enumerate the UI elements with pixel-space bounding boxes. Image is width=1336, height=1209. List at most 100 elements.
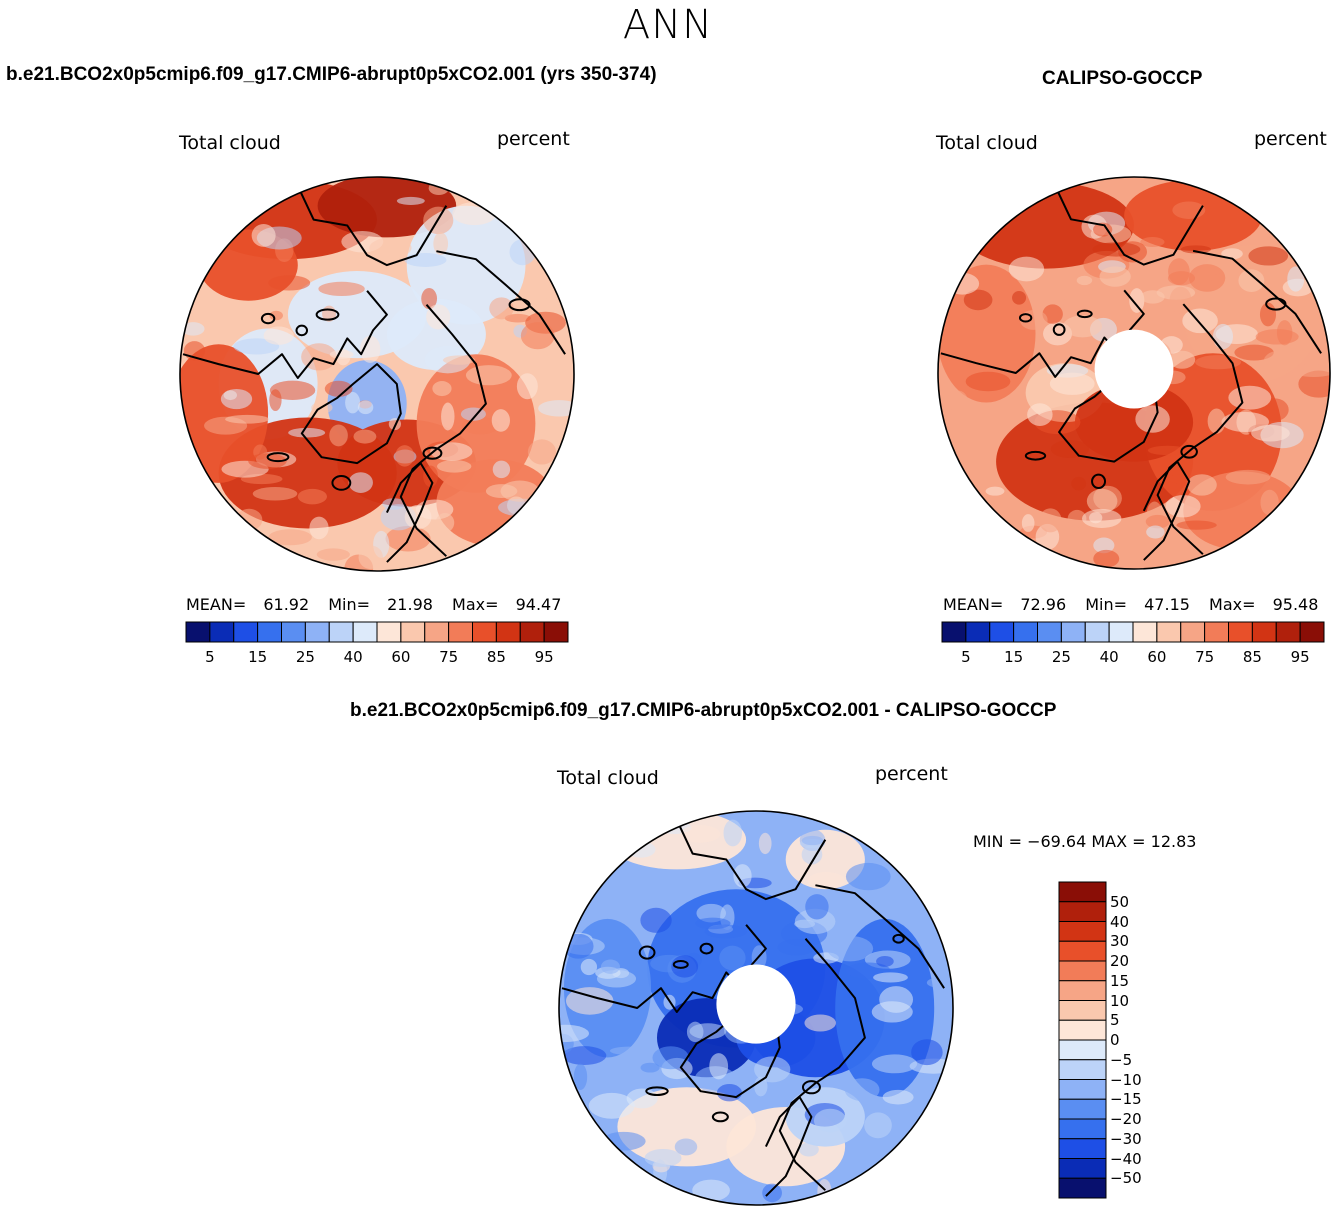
cloud-field-patch	[813, 1108, 847, 1133]
cloud-field-patch	[357, 400, 374, 415]
cloud-field-patch	[601, 1131, 646, 1151]
siberia-coastline	[1192, 249, 1322, 354]
cloud-field-patch	[252, 486, 298, 501]
scandinavia-coastline	[1142, 460, 1191, 561]
island-outline	[892, 933, 905, 944]
cloud-field-patch	[692, 1179, 730, 1202]
island-outline	[315, 308, 340, 321]
island-outline	[1265, 297, 1287, 311]
cloud-field-patch	[876, 955, 894, 967]
cloud-field-patch	[220, 388, 253, 410]
cloud-field-patch	[754, 1076, 768, 1097]
colorbar-tick-label: 15	[1004, 648, 1024, 666]
map-boundary	[558, 810, 954, 1206]
island-outline	[331, 475, 352, 491]
cloud-field-patch	[233, 338, 280, 355]
cloud-field-patch	[1140, 290, 1165, 304]
cloud-field-patch	[1050, 440, 1090, 458]
cloud-field-patch	[805, 894, 829, 920]
colorbar-box	[281, 621, 306, 643]
cloud-field-patch	[1225, 469, 1271, 485]
diff-colorbar	[1058, 881, 1107, 1199]
cloud-field-patch	[181, 322, 205, 336]
cloud-field-patch	[359, 335, 381, 363]
cloud-field-patch	[1165, 494, 1201, 518]
cloud-field-patch	[1092, 242, 1141, 257]
island-outline	[260, 312, 276, 325]
cloud-field-patch	[1186, 474, 1217, 496]
colorbar-level-label: 30	[1110, 932, 1130, 951]
model-max-value: 94.47	[515, 595, 562, 614]
cloud-field-patch	[600, 959, 620, 974]
cloud-field-patch	[465, 365, 512, 386]
cloud-field-patch	[225, 414, 270, 424]
cloud-field-patch	[1207, 408, 1226, 434]
cloud-field-patch	[1081, 508, 1122, 528]
alaska-coastline	[296, 185, 448, 267]
cloud-field-patch	[1260, 489, 1279, 516]
cloud-field-patch	[1221, 411, 1269, 432]
cloud-field-patch	[1042, 304, 1063, 324]
colorbar-tick-label: 25	[295, 648, 315, 666]
cloud-field-patch	[1049, 372, 1095, 395]
cloud-field-patch	[485, 484, 518, 499]
cloud-field-patch	[1261, 398, 1289, 422]
cloud-field-patch	[562, 1046, 607, 1065]
cloud-field-patch	[963, 289, 993, 311]
greenland-coastline	[300, 363, 402, 465]
cloud-field-patch	[348, 472, 373, 493]
colorbar-box	[1037, 621, 1062, 643]
cloud-field-patch	[433, 232, 449, 255]
cloud-field-patch	[491, 409, 511, 432]
cloud-field-patch	[680, 825, 721, 843]
cloud-field-patch	[329, 424, 348, 447]
cloud-field-patch	[580, 958, 598, 976]
alaska-coastline	[1054, 185, 1204, 266]
cloud-field-patch	[1182, 308, 1218, 334]
colorbar-box	[448, 621, 473, 643]
cloud-field-patch	[1180, 245, 1212, 254]
cloud-field-patch	[358, 545, 383, 570]
model-min-value: 21.98	[387, 595, 433, 614]
colorbar-box	[424, 621, 450, 643]
cloud-field-patch	[1076, 275, 1093, 286]
colorbar-box	[209, 621, 235, 643]
colorbar-box	[965, 621, 991, 643]
cloud-field-patch	[762, 1183, 782, 1203]
cloud-field-patch	[985, 486, 1005, 496]
cloud-field-patch	[871, 1054, 918, 1074]
island-outline	[672, 959, 689, 969]
cloud-field-patch	[844, 1078, 880, 1102]
north-america-coastline	[561, 924, 767, 1013]
cloud-field-patch	[395, 445, 415, 467]
north-america-coastline	[940, 289, 1145, 378]
cloud-field-patch	[911, 1039, 943, 1066]
model-variable-label: Total cloud	[179, 132, 281, 154]
colorbar-box	[1058, 901, 1107, 922]
cloud-field-patch	[1063, 315, 1103, 338]
model-units-label: percent	[497, 128, 570, 150]
cloud-field-patch	[1176, 520, 1217, 530]
cloud-field-patch	[1167, 474, 1190, 484]
cloud-field-patch	[1248, 246, 1289, 266]
cloud-field-patch	[1093, 222, 1113, 237]
colorbar-box	[1275, 621, 1301, 643]
obs-stats: MEAN= 72.96 Min= 47.15 Max= 95.48	[943, 595, 1318, 614]
figure-title: ANN	[622, 2, 714, 48]
cloud-field-patch	[441, 402, 455, 431]
obs-min-value: 47.15	[1144, 595, 1190, 614]
colorbar-box	[304, 621, 330, 643]
cloud-field-patch	[452, 202, 497, 226]
obs-variable-label: Total cloud	[936, 132, 1038, 154]
obs-polar-map	[937, 176, 1331, 570]
cloud-field-patch	[879, 986, 914, 1013]
model-min-label: Min=	[328, 595, 371, 614]
cloud-field-patch	[1039, 508, 1062, 533]
colorbar-tick-label: 25	[1051, 648, 1071, 666]
cloud-field-patch	[1086, 488, 1118, 514]
cloud-field-patch	[1146, 525, 1165, 539]
cloud-field-patch	[860, 911, 873, 922]
model-colorbar	[185, 621, 569, 643]
obs-max-value: 95.48	[1272, 595, 1319, 614]
cloud-field-patch	[1099, 266, 1131, 287]
